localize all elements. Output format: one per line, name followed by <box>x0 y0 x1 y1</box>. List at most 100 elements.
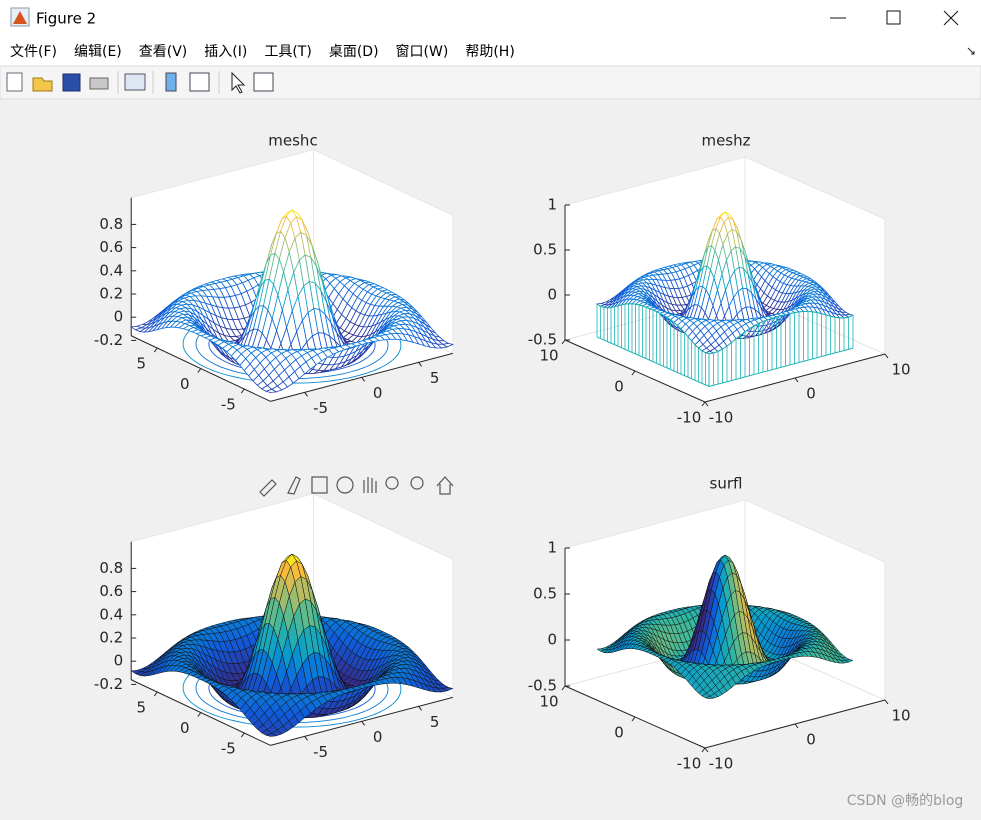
menu-item[interactable]: 工具(T) <box>264 44 311 60</box>
z-tick-label: -0.2 <box>94 331 123 349</box>
rotate-icon[interactable] <box>336 476 354 494</box>
zoom-out-icon[interactable] <box>410 476 424 490</box>
toolbar-icons <box>6 71 274 94</box>
y-tick-label: 0 <box>614 378 624 396</box>
z-tick-label: 0.8 <box>99 559 123 577</box>
y-tick <box>561 685 566 691</box>
z-tick-label: 1 <box>547 539 557 557</box>
toolbar <box>0 65 981 100</box>
window-controls[interactable] <box>830 10 959 26</box>
open-icon[interactable] <box>32 77 53 92</box>
axes-title: meshz <box>701 132 750 150</box>
axes-title: meshc <box>268 132 317 150</box>
zoom-in-icon[interactable] <box>385 476 399 490</box>
z-tick-label: 0 <box>114 308 124 326</box>
home-icon[interactable] <box>436 476 454 495</box>
x-tick-label: 0 <box>373 728 383 746</box>
title-bar <box>0 0 981 38</box>
z-tick-label: 0.4 <box>99 605 123 623</box>
app-icon <box>10 7 30 27</box>
x-tick <box>704 401 709 407</box>
axis-line <box>270 696 453 746</box>
z-tick-label: 0 <box>114 652 124 670</box>
z-tick-label: 0.5 <box>533 241 557 259</box>
x-tick-label: 0 <box>373 384 383 402</box>
colorbar-icon[interactable] <box>165 72 177 92</box>
menu-item[interactable]: 帮助(H) <box>465 44 514 60</box>
y-tick-label: 5 <box>137 699 147 717</box>
surface-patch <box>704 696 715 699</box>
pan-icon[interactable] <box>363 477 377 493</box>
z-tick-label: -0.2 <box>94 675 123 693</box>
menu-item[interactable]: 查看(V) <box>139 44 188 60</box>
surface <box>596 554 854 699</box>
x-tick <box>361 377 366 382</box>
y-tick <box>240 388 245 394</box>
link-icon[interactable] <box>124 73 146 91</box>
menu-dock-arrow[interactable] <box>967 47 975 55</box>
z-tick-label: 1 <box>547 196 557 214</box>
axes-3d: 0.8 0.6 0.4 0.2 0 -0.2 -5 0 5 5 0 -5 meshc <box>94 132 455 417</box>
x-tick <box>794 377 799 383</box>
z-tick-label: -0.5 <box>528 677 557 695</box>
print-icon[interactable] <box>89 77 109 90</box>
z-tick-label: 0.6 <box>99 238 123 256</box>
z-tick-label: 0 <box>547 286 557 304</box>
menu: 文件(F) 编辑(E) 查看(V) 插入(I) 工具(T) 桌面(D) 窗口(W) 帮助(H) <box>10 43 515 60</box>
axes-3d: 1 0.5 0 -0.5 -10 0 10 10 0 -10 meshz <box>528 132 911 427</box>
x-tick-label: -10 <box>709 755 734 773</box>
x-tick-label: -5 <box>313 743 328 761</box>
axis-line <box>270 352 453 402</box>
save-icon[interactable] <box>62 73 81 92</box>
menu-item[interactable]: 桌面(D) <box>329 44 379 60</box>
x-tick-label: 0 <box>806 731 816 749</box>
x-tick <box>794 723 799 729</box>
surface-patch <box>264 388 278 393</box>
z-tick-label: 0.2 <box>99 629 123 647</box>
brush-icon[interactable] <box>259 479 277 497</box>
property-icon[interactable] <box>253 72 274 92</box>
y-tick-label: -10 <box>677 755 702 773</box>
y-tick <box>701 401 706 407</box>
z-tick-label: 0.4 <box>99 261 123 279</box>
axes-3d: 0.8 0.6 0.4 0.2 0 -0.2 -5 0 5 5 0 -5 <box>94 492 455 761</box>
menu-item[interactable]: 插入(I) <box>204 44 247 60</box>
menu-item[interactable]: 文件(F) <box>10 44 57 60</box>
y-tick <box>197 712 202 717</box>
z-tick-label: 0.2 <box>99 285 123 303</box>
surface <box>130 209 455 393</box>
menu-item[interactable]: 窗口(W) <box>396 43 449 60</box>
legend-tool-icon[interactable] <box>311 476 328 494</box>
y-tick-label: 10 <box>539 347 558 365</box>
y-tick <box>240 732 245 738</box>
z-tick-label: 0 <box>547 631 557 649</box>
pointer-icon[interactable] <box>231 71 246 94</box>
window-title: Figure 2 <box>36 10 96 28</box>
legend-icon[interactable] <box>189 72 210 92</box>
menu-item[interactable]: 编辑(E) <box>74 44 122 60</box>
x-tick-label: 5 <box>430 713 440 731</box>
axes-3d: 1 0.5 0 -0.5 -10 0 10 10 0 -10 surfl <box>528 475 911 773</box>
y-tick <box>153 347 158 353</box>
z-tick-label: 0.6 <box>99 582 123 600</box>
x-tick <box>884 699 889 705</box>
curtain-edge <box>708 311 854 355</box>
surface-patch <box>265 733 277 737</box>
menu-bar <box>0 38 981 66</box>
datatip-icon[interactable] <box>287 476 301 495</box>
maximize-button[interactable] <box>886 10 901 25</box>
y-tick-label: -5 <box>221 396 236 414</box>
x-tick-label: 10 <box>891 707 910 725</box>
y-tick <box>153 691 158 697</box>
y-tick-label: -5 <box>221 740 236 758</box>
y-tick-label: 0 <box>180 719 190 737</box>
axes-title: surfl <box>710 475 743 493</box>
close-button[interactable] <box>943 10 959 26</box>
y-tick <box>701 747 706 753</box>
y-tick-label: 10 <box>539 693 558 711</box>
curtain-edge <box>596 336 854 388</box>
new-icon[interactable] <box>6 72 23 92</box>
axes-toolbar <box>259 476 454 497</box>
x-tick <box>361 721 366 726</box>
